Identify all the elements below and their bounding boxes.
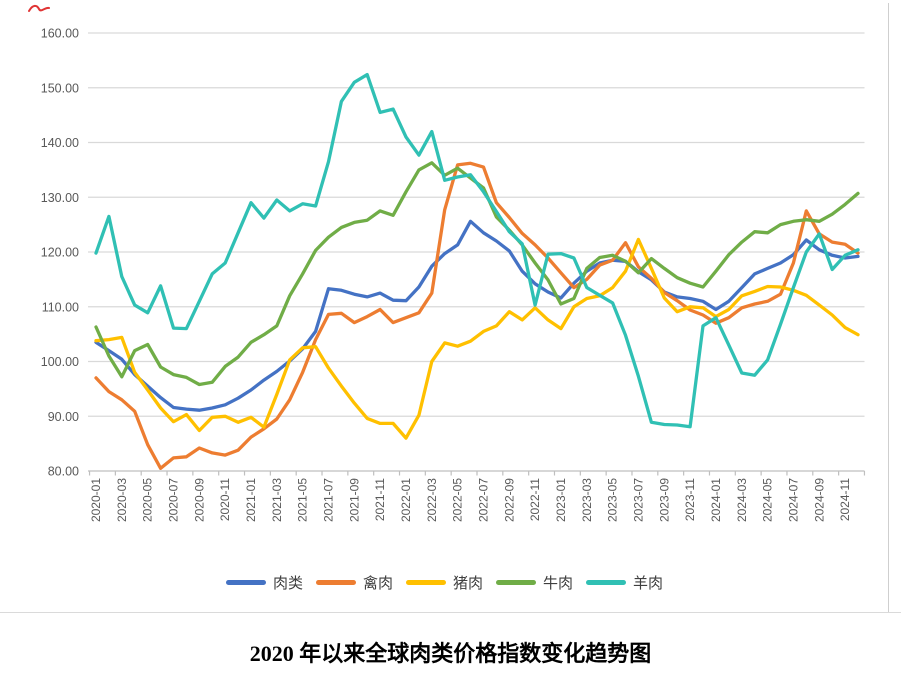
x-axis-tick-label: 2021-09 [347, 478, 361, 522]
legend-label: 羊肉 [633, 576, 664, 592]
x-axis-tick-label: 2021-07 [321, 478, 335, 522]
legend-item-肉类: 肉类 [225, 572, 303, 593]
x-axis-tick-label: 2024-01 [709, 478, 723, 522]
x-axis-tick-label: 2023-05 [606, 478, 620, 522]
x-axis-tick-label: 2020-01 [89, 478, 103, 522]
y-axis-tick-label: 110.00 [42, 300, 79, 314]
legend-label: 禽肉 [362, 576, 393, 592]
y-axis-tick-label: 120.00 [41, 246, 79, 260]
legend-item-猪肉: 猪肉 [405, 572, 483, 593]
series-line-禽肉 [94, 161, 860, 470]
x-axis-tick-label: 2020-09 [192, 478, 206, 522]
x-axis-tick-label: 2023-01 [554, 478, 568, 522]
x-axis-tick-label: 2020-11 [218, 478, 232, 521]
legend-item-禽肉: 禽肉 [315, 572, 393, 593]
legend-swatch [225, 580, 266, 585]
x-axis-tick-label: 2024-03 [735, 478, 749, 522]
legend-label: 猪肉 [452, 576, 483, 592]
y-axis-tick-label: 80.00 [48, 465, 79, 479]
series-line-肉类 [94, 219, 860, 412]
x-axis-tick-label: 2021-01 [244, 478, 258, 522]
x-axis-tick-label: 2021-11 [373, 478, 387, 521]
red-scribble-mark [28, 4, 50, 12]
x-axis-tick-label: 2021-05 [296, 478, 310, 522]
chart-legend: 肉类 禽肉 猪肉 牛肉 羊肉 [0, 572, 889, 593]
x-axis-tick-label: 2024-05 [761, 478, 775, 522]
x-axis-tick-label: 2022-07 [476, 478, 490, 522]
legend-swatch [496, 580, 536, 585]
x-axis-tick-label: 2022-09 [502, 478, 516, 522]
y-axis-tick-label: 100.00 [41, 355, 79, 369]
price-index-line-chart: 160.00 150.00 140.00 130.00 120.00 110.00 100.… [28, 4, 866, 522]
x-axis-tick-label: 2022-01 [399, 478, 413, 522]
legend-label: 肉类 [272, 576, 303, 592]
chart-title: 2020 年以来全球肉类价格指数变化趋势图 [249, 641, 652, 666]
x-axis-tick-label: 2023-03 [580, 478, 594, 522]
legend-swatch [315, 580, 356, 585]
x-axis-tick-label: 2020-05 [141, 478, 155, 522]
y-axis-tick-label: 130.00 [41, 191, 79, 205]
legend-swatch [586, 580, 627, 585]
x-axis-tick-label: 2024-07 [786, 478, 800, 522]
legend-label: 牛肉 [543, 576, 574, 592]
y-axis-tick-label: 160.00 [41, 27, 79, 41]
x-axis-tick-label: 2023-07 [631, 478, 645, 522]
series-line-牛肉 [94, 161, 860, 387]
page-right-border [888, 3, 889, 613]
y-axis-tick-label: 90.00 [48, 410, 79, 424]
x-axis-tick-label: 2024-11 [838, 478, 852, 521]
y-axis-tick-label: 140.00 [41, 136, 79, 150]
series-line-羊肉 [94, 72, 860, 429]
x-axis-tick-label: 2022-03 [425, 478, 439, 522]
x-axis-tick-label: 2020-07 [166, 478, 180, 522]
x-axis-tick-label: 2023-11 [683, 478, 697, 521]
legend-item-羊肉: 羊肉 [586, 572, 663, 593]
chart-bottom-divider [0, 612, 901, 613]
x-axis-tick-label: 2020-03 [115, 478, 129, 522]
series-line-猪肉 [94, 237, 860, 440]
x-axis-tick-label: 2024-09 [812, 478, 826, 522]
y-axis-tick-label: 150.00 [41, 81, 79, 95]
x-axis-tick-label: 2022-05 [451, 478, 465, 522]
x-axis-tick-label: 2021-03 [270, 478, 284, 522]
x-axis-tick-label: 2023-09 [657, 478, 671, 522]
plot-area: 160.00 150.00 140.00 130.00 120.00 110.00 100.… [41, 27, 866, 522]
legend-swatch [405, 580, 446, 585]
x-axis-tick-label: 2022-11 [528, 478, 542, 521]
legend-item-牛肉: 牛肉 [496, 572, 573, 593]
